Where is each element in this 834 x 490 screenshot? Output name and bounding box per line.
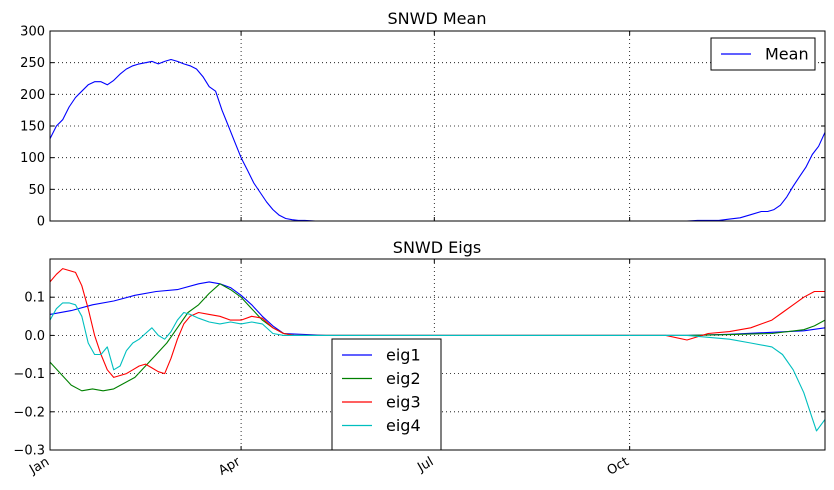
snwd-mean-panel: SNWD Mean 0 50 100 150 200 250 300 Mean	[20, 9, 826, 230]
legend-label: eig3	[386, 393, 421, 412]
series-line-Mean	[49, 58, 826, 222]
legend-label: eig4	[386, 416, 421, 435]
series-line-eig3	[49, 268, 825, 378]
y-tick-label: −0.1	[13, 367, 45, 382]
y-tick-label: 0.1	[24, 291, 45, 306]
y-tick-label: 150	[20, 120, 45, 135]
series-line-eig1	[49, 281, 826, 336]
legend-label: Mean	[765, 45, 809, 64]
y-tick-label: −0.2	[13, 405, 45, 420]
legend-label: eig1	[386, 346, 421, 365]
legend-label: eig2	[386, 369, 421, 388]
y-tick-label: 0	[37, 215, 45, 230]
y-tick-label: 50	[28, 183, 45, 198]
x-tick-label: Oct	[605, 454, 632, 478]
y-tick-label: −0.3	[13, 444, 45, 459]
x-tick-label: Apr	[216, 454, 244, 479]
y-tick-label: 250	[20, 56, 45, 71]
axes-frame	[49, 30, 826, 222]
y-tick-label: 100	[20, 151, 45, 166]
legend-box	[331, 338, 442, 451]
y-tick-label: 300	[20, 25, 45, 40]
series-line-eig4	[49, 302, 826, 432]
x-tick-label: Jul	[414, 454, 436, 475]
y-tick-label: 200	[20, 88, 45, 103]
y-tick-label: 0.0	[24, 329, 45, 344]
chart-title: SNWD Eigs	[393, 238, 481, 257]
chart-title: SNWD Mean	[388, 9, 487, 28]
